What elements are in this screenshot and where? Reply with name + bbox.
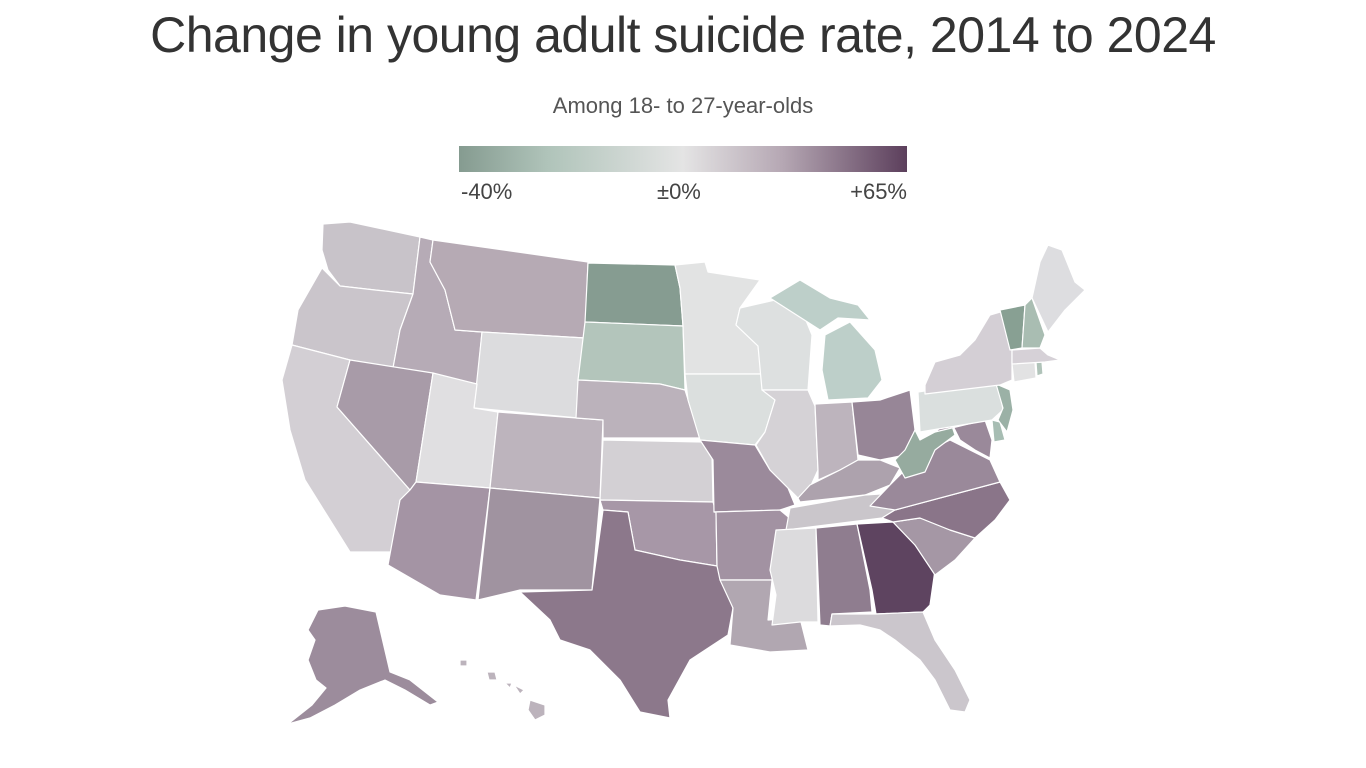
state-colorado[interactable] [489,411,604,499]
state-arizona[interactable] [387,481,491,601]
us-choropleth-map [270,210,1100,730]
color-scale-legend: -40% ±0% +65% [459,146,907,206]
state-florida[interactable] [829,611,971,713]
state-north-dakota[interactable] [584,262,684,327]
chart-title: Change in young adult suicide rate, 2014… [150,7,1216,63]
legend-gradient-bar [459,146,907,172]
state-new-mexico[interactable] [477,487,601,601]
state-nebraska[interactable] [575,379,701,439]
state-rhode-island[interactable] [1035,361,1044,377]
state-mississippi[interactable] [769,527,819,626]
state-west-virginia[interactable] [894,419,956,479]
state-maine[interactable] [1031,244,1086,333]
state-new-jersey[interactable] [995,383,1014,433]
state-delaware[interactable] [991,419,1006,443]
state-new-hampshire[interactable] [1021,297,1046,349]
state-louisiana[interactable] [719,579,809,653]
chart-subtitle: Among 18- to 27-year-olds [552,93,814,118]
legend-max-label: +65% [850,179,907,204]
legend-min-label: -40% [461,179,513,204]
state-kansas[interactable] [599,439,714,503]
state-michigan[interactable] [769,279,883,401]
state-illinois[interactable] [755,389,819,499]
state-kentucky[interactable] [797,459,901,503]
state-wyoming[interactable] [473,331,586,419]
legend-mid-label: ±0% [657,179,701,204]
state-montana[interactable] [429,239,589,339]
state-south-dakota[interactable] [577,321,686,391]
state-hawaii[interactable] [459,659,546,721]
state-massachusetts[interactable] [1011,347,1061,365]
state-new-york[interactable] [924,309,1013,395]
state-connecticut[interactable] [1011,361,1037,383]
state-texas[interactable] [519,509,734,719]
state-alaska[interactable] [287,605,439,725]
